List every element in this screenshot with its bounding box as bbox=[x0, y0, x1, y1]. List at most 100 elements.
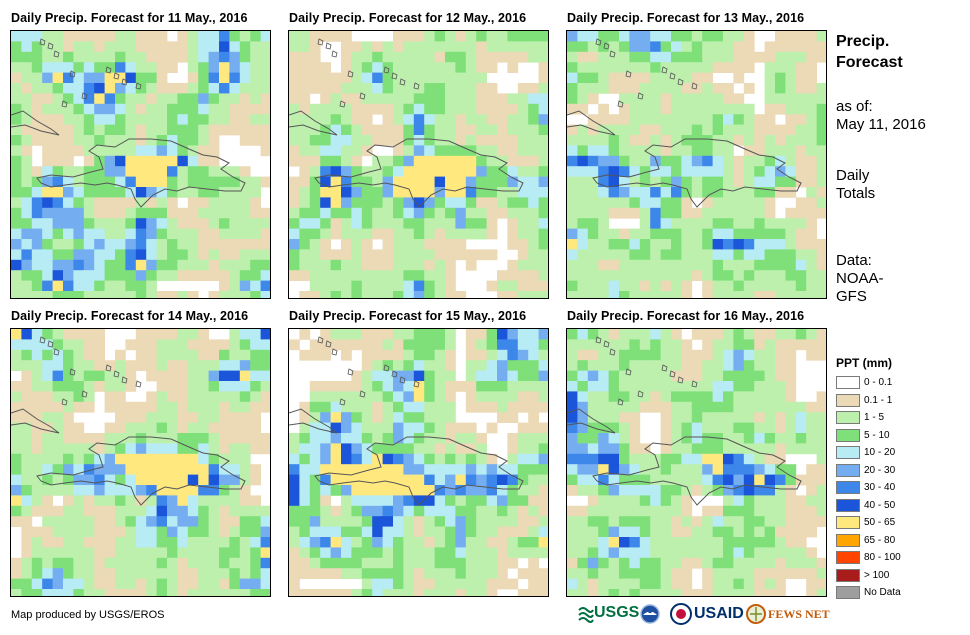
precip-cell bbox=[816, 155, 826, 167]
precip-cell bbox=[702, 218, 713, 229]
precip-cell bbox=[650, 291, 661, 298]
precip-cell bbox=[723, 135, 734, 146]
precip-cell bbox=[361, 453, 373, 465]
precip-cell bbox=[42, 83, 53, 94]
precip-cell bbox=[650, 145, 661, 157]
precip-cell bbox=[476, 51, 487, 63]
precip-cell bbox=[608, 155, 620, 167]
precip-cell bbox=[619, 228, 630, 240]
precip-cell bbox=[135, 280, 147, 292]
precip-cell bbox=[260, 114, 270, 125]
precip-cell bbox=[167, 83, 178, 94]
legend-swatch bbox=[836, 533, 860, 547]
precip-cell bbox=[785, 547, 797, 559]
precip-cell bbox=[361, 412, 373, 423]
precip-cell bbox=[629, 291, 641, 298]
precip-cell bbox=[577, 526, 589, 538]
precip-cell bbox=[445, 557, 456, 569]
precip-cell bbox=[21, 557, 33, 569]
precip-cell bbox=[198, 349, 209, 361]
precip-cell bbox=[187, 474, 199, 486]
precip-cell bbox=[795, 495, 807, 507]
precip-cell bbox=[104, 218, 116, 229]
precip-cell bbox=[650, 401, 661, 413]
precip-cell bbox=[351, 155, 363, 167]
precip-cell bbox=[31, 381, 43, 392]
precip-cell bbox=[229, 187, 241, 198]
precip-cell bbox=[608, 72, 620, 84]
precip-cell bbox=[619, 381, 630, 392]
precip-cell bbox=[424, 31, 435, 42]
precip-cell bbox=[403, 578, 415, 590]
precip-cell bbox=[587, 207, 599, 219]
precip-cell bbox=[712, 62, 724, 73]
precip-cell bbox=[465, 51, 477, 63]
cuba-outline bbox=[567, 110, 616, 136]
precip-cell bbox=[177, 207, 189, 219]
precip-cell bbox=[260, 207, 270, 219]
precip-cell bbox=[660, 62, 672, 73]
precip-cell bbox=[73, 578, 85, 590]
precip-cell bbox=[424, 145, 435, 157]
precip-cell bbox=[63, 249, 74, 261]
precip-cell bbox=[660, 135, 672, 146]
precip-cell bbox=[785, 124, 797, 136]
precip-cell bbox=[83, 589, 95, 596]
precip-cell bbox=[382, 381, 394, 392]
precip-cell bbox=[754, 505, 765, 517]
precip-cell bbox=[517, 218, 529, 229]
precip-cell bbox=[413, 547, 425, 559]
precip-cell bbox=[671, 443, 682, 455]
precip-cell bbox=[42, 72, 53, 84]
precip-cell bbox=[73, 557, 85, 569]
precip-cell bbox=[135, 155, 147, 167]
island-outline bbox=[81, 390, 88, 398]
precip-cell bbox=[806, 41, 817, 53]
precip-cell bbox=[94, 291, 105, 298]
precip-cell bbox=[671, 349, 682, 361]
precip-cell bbox=[393, 568, 404, 579]
precip-cell bbox=[785, 370, 797, 382]
precip-cell bbox=[671, 31, 682, 42]
precip-cell bbox=[341, 557, 352, 569]
precip-cell bbox=[21, 41, 33, 53]
precip-cell bbox=[476, 228, 487, 240]
precip-cell bbox=[393, 218, 404, 229]
precip-cell bbox=[608, 62, 620, 73]
precip-cell bbox=[671, 578, 682, 590]
precip-cell bbox=[299, 145, 311, 157]
precip-cell bbox=[351, 505, 363, 517]
precip-cell bbox=[629, 433, 641, 444]
precip-cell bbox=[806, 464, 817, 475]
precip-cell bbox=[309, 443, 321, 455]
precip-cell bbox=[198, 103, 209, 115]
precip-cell bbox=[723, 329, 734, 340]
precip-cell bbox=[445, 433, 456, 444]
precip-cell bbox=[115, 443, 126, 455]
precip-cell bbox=[754, 474, 765, 486]
precip-cell bbox=[52, 589, 64, 596]
precip-cell bbox=[393, 526, 404, 538]
precip-cell bbox=[476, 249, 487, 261]
precip-cell bbox=[476, 578, 487, 590]
precip-cell bbox=[639, 207, 651, 219]
precip-cell bbox=[413, 72, 425, 84]
precip-cell bbox=[528, 280, 539, 292]
precip-cell bbox=[309, 401, 321, 413]
precip-cell bbox=[702, 391, 713, 403]
precip-cell bbox=[115, 589, 126, 596]
precip-cell bbox=[351, 422, 363, 434]
precip-cell bbox=[104, 135, 116, 146]
precip-cell bbox=[208, 401, 220, 413]
precip-cell bbox=[723, 93, 734, 105]
precip-cell bbox=[403, 166, 415, 177]
precip-cell bbox=[299, 526, 311, 538]
precip-cell bbox=[146, 391, 157, 403]
precip-cell bbox=[289, 114, 300, 125]
precip-cell bbox=[156, 72, 168, 84]
precip-cell bbox=[486, 41, 498, 53]
precip-cell bbox=[167, 557, 178, 569]
precip-cell bbox=[538, 589, 548, 596]
precip-cell bbox=[660, 578, 672, 590]
precip-cell bbox=[413, 453, 425, 465]
